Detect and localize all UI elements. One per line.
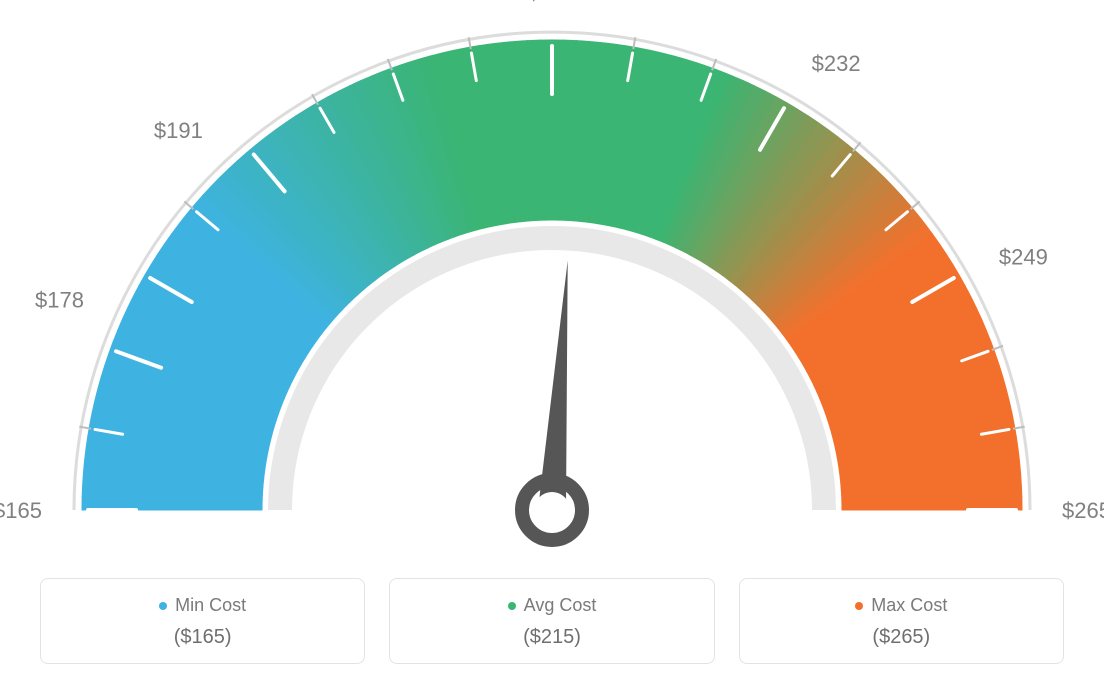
legend-value-max: ($265): [750, 626, 1053, 649]
chart-container: $165 $178 $191 $215 $232 $249 $265 Min Cost ($…: [0, 0, 1104, 690]
legend-value-avg: ($215): [400, 626, 703, 649]
dot-icon: [508, 602, 516, 610]
dot-icon: [159, 602, 167, 610]
legend-title-text: Avg Cost: [524, 595, 597, 615]
legend-title-text: Min Cost: [175, 595, 246, 615]
tick-label: $249: [999, 244, 1048, 269]
dot-icon: [855, 602, 863, 610]
tick-label: $265: [1062, 498, 1104, 523]
legend-title-text: Max Cost: [871, 595, 947, 615]
legend-value-min: ($165): [51, 626, 354, 649]
legend-card-avg: Avg Cost ($215): [389, 578, 714, 664]
legend-title-min: Min Cost: [51, 595, 354, 616]
tick-label: $178: [35, 287, 84, 312]
tick-label: $232: [812, 51, 861, 76]
gauge-svg: $165 $178 $191 $215 $232 $249 $265: [0, 0, 1104, 560]
tick-label: $215: [528, 0, 577, 5]
legend-row: Min Cost ($165) Avg Cost ($215) Max Cost…: [40, 578, 1064, 664]
gauge-chart: $165 $178 $191 $215 $232 $249 $265: [0, 0, 1104, 560]
legend-card-min: Min Cost ($165): [40, 578, 365, 664]
tick-label: $165: [0, 498, 42, 523]
legend-title-max: Max Cost: [750, 595, 1053, 616]
needle-hub-inner: [534, 492, 570, 528]
legend-card-max: Max Cost ($265): [739, 578, 1064, 664]
legend-title-avg: Avg Cost: [400, 595, 703, 616]
tick-label: $191: [154, 118, 203, 143]
